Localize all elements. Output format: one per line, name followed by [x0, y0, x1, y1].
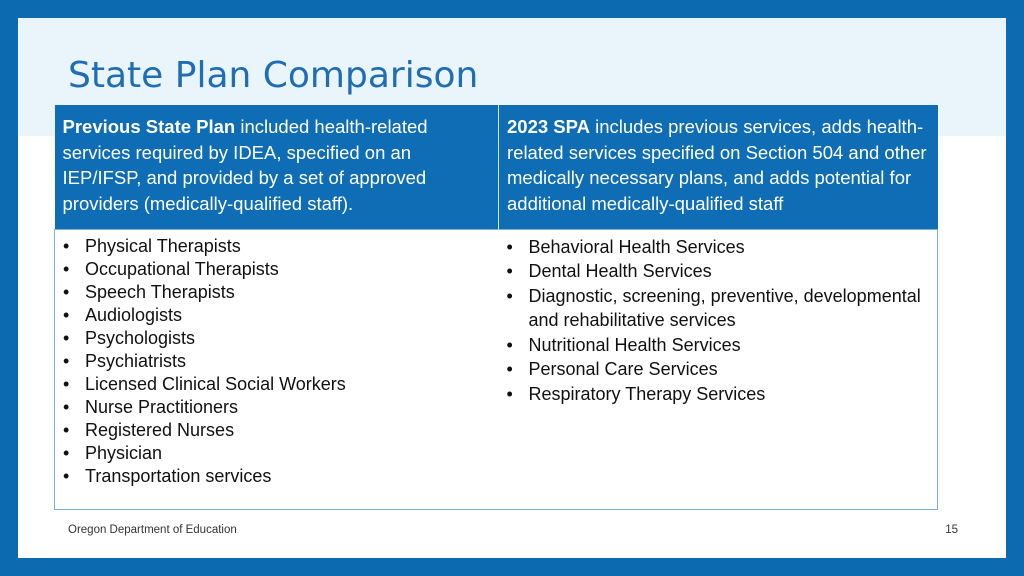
list-item: Behavioral Health Services: [505, 235, 932, 260]
list-item: Nurse Practitioners: [61, 396, 493, 419]
list-item: Psychologists: [61, 327, 493, 350]
spa-2023-heading-bold: 2023 SPA: [507, 116, 590, 137]
list-item: Physical Therapists: [61, 235, 493, 258]
list-item: Nutritional Health Services: [505, 333, 932, 358]
previous-plan-header: Previous State Plan included health-rela…: [54, 105, 499, 229]
table-header-row: Previous State Plan included health-rela…: [54, 105, 938, 229]
previous-plan-list: Physical Therapists Occupational Therapi…: [61, 235, 493, 489]
page-number: 15: [945, 524, 958, 536]
table-body-row: Physical Therapists Occupational Therapi…: [54, 228, 938, 510]
footer-organization: Oregon Department of Education: [68, 524, 237, 536]
list-item: Dental Health Services: [505, 259, 932, 284]
comparison-table: Previous State Plan included health-rela…: [54, 105, 938, 510]
list-item: Physician: [61, 442, 493, 465]
list-item: Occupational Therapists: [61, 258, 493, 281]
list-item: Audiologists: [61, 304, 493, 327]
list-item: Psychiatrists: [61, 350, 493, 373]
slide: State Plan Comparison Previous State Pla…: [18, 18, 1006, 558]
previous-plan-heading-text: included health-related services require…: [62, 116, 428, 214]
spa-2023-services: Behavioral Health Services Dental Health…: [498, 228, 938, 510]
list-item: Respiratory Therapy Services: [505, 382, 932, 407]
list-item: Diagnostic, screening, preventive, devel…: [505, 284, 932, 333]
list-item: Registered Nurses: [61, 419, 493, 442]
spa-2023-header: 2023 SPA includes previous services, add…: [498, 105, 938, 229]
previous-plan-providers: Physical Therapists Occupational Therapi…: [54, 228, 499, 510]
list-item: Licensed Clinical Social Workers: [61, 373, 493, 396]
spa-2023-list: Behavioral Health Services Dental Health…: [505, 235, 932, 407]
list-item: Transportation services: [61, 465, 493, 488]
previous-plan-heading-bold: Previous State Plan: [62, 116, 236, 137]
spa-2023-heading-text: includes previous services, adds health-…: [507, 116, 927, 214]
list-item: Personal Care Services: [505, 357, 932, 382]
slide-title: State Plan Comparison: [68, 55, 479, 96]
list-item: Speech Therapists: [61, 281, 493, 304]
